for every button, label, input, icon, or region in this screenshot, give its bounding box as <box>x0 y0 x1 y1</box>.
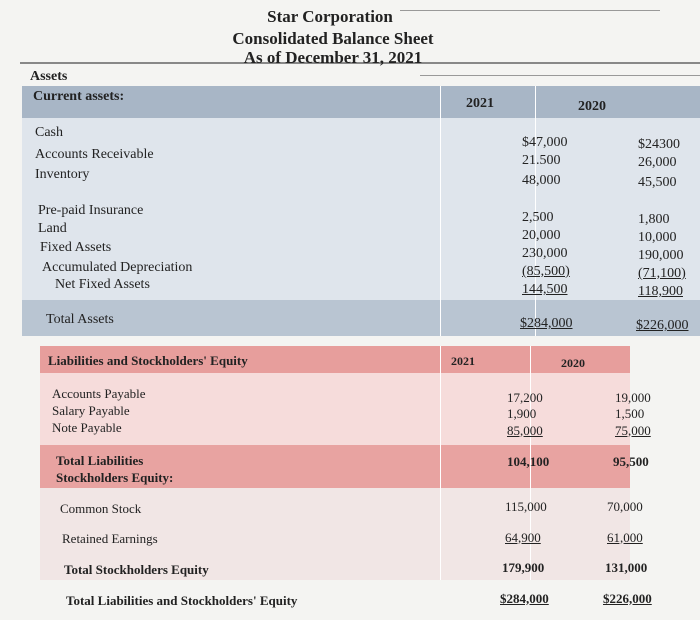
row-label: Retained Earnings <box>62 530 158 546</box>
total-assets-row <box>22 300 700 336</box>
equity-body <box>40 488 630 580</box>
value-2021: 20,000 <box>522 228 561 243</box>
total-liabilities-row <box>40 445 630 488</box>
row-label: Inventory <box>35 167 90 182</box>
value-2021: 2,500 <box>522 210 554 225</box>
column-divider <box>440 346 441 580</box>
value-2020: 190,000 <box>638 248 684 263</box>
row-label: Common Stock <box>60 500 142 516</box>
subheading: Current assets: <box>33 89 125 104</box>
value-2021: (85,500) <box>522 264 570 279</box>
column-header: 2021 <box>451 354 475 368</box>
row-label: Accounts Payable <box>52 385 146 401</box>
value-2021: 17,200 <box>507 389 543 405</box>
value-2020: $24300 <box>638 137 680 152</box>
value-2021: 48,000 <box>522 173 561 188</box>
value-2020: 118,900 <box>638 284 683 299</box>
row-label: Note Payable <box>52 419 122 435</box>
row-label: Accumulated Depreciation <box>42 260 193 275</box>
value-2020: 70,000 <box>607 498 643 514</box>
total-label: Total Liabilities <box>56 452 144 468</box>
column-header: 2021 <box>466 96 494 111</box>
row-label: Fixed Assets <box>40 240 112 255</box>
assets-header-row <box>22 86 700 118</box>
total-2021: $284,000 <box>520 316 573 331</box>
column-header: 2020 <box>578 99 606 114</box>
value-2021: 85,000 <box>507 422 543 438</box>
value-2020: 10,000 <box>638 230 677 245</box>
row-label: Pre-paid Insurance <box>38 203 144 218</box>
grand-total-2020: $226,000 <box>603 590 652 606</box>
row-label: Salary Payable <box>52 402 130 418</box>
value-2020: 26,000 <box>638 155 677 170</box>
total-label: Total Assets <box>46 312 114 327</box>
value-2021: 144,500 <box>522 282 568 297</box>
value-2021: 230,000 <box>522 246 568 261</box>
value-2020: 1,800 <box>638 212 670 227</box>
row-label: Accounts Receivable <box>35 147 154 162</box>
total-2020: $226,000 <box>636 318 689 333</box>
subtitle: Consolidated Balance Sheet <box>232 28 434 48</box>
value-2021: 64,900 <box>505 529 541 545</box>
value-2020: 61,000 <box>607 529 643 545</box>
value-2021: $47,000 <box>522 135 568 150</box>
section-heading: Liabilities and Stockholders' Equity <box>48 352 248 368</box>
value-2021: 21.500 <box>522 153 561 168</box>
row-label: Net Fixed Assets <box>55 277 150 292</box>
value-2020: (71,100) <box>638 266 686 281</box>
column-header: 2020 <box>561 356 585 370</box>
row-label: Cash <box>35 125 63 140</box>
value-2020: 19,000 <box>615 389 651 405</box>
value-2020: 1,500 <box>615 405 645 421</box>
rule <box>400 10 660 11</box>
grand-total-label: Total Liabilities and Stockholders' Equi… <box>66 592 298 608</box>
total-2020: 95,500 <box>613 453 649 469</box>
rule <box>420 75 700 76</box>
total-2020: 131,000 <box>605 559 648 575</box>
assets-body <box>22 118 700 300</box>
column-divider <box>440 86 441 336</box>
rule <box>20 62 700 64</box>
date: As of December 31, 2021 <box>243 47 423 67</box>
title: Star Corporation <box>267 6 393 26</box>
column-divider <box>530 346 531 580</box>
value-2020: 75,000 <box>615 422 651 438</box>
value-2021: 1,900 <box>507 405 537 421</box>
liabilities-body <box>40 373 630 445</box>
value-2021: 115,000 <box>505 498 547 514</box>
liabilities-header-row <box>40 346 630 373</box>
row-label: Land <box>38 221 67 236</box>
total-2021: 104,100 <box>507 453 550 469</box>
section-heading: Assets <box>30 69 68 84</box>
subheading: Stockholders Equity: <box>56 469 174 485</box>
total-2021: 179,900 <box>502 559 545 575</box>
total-label: Total Stockholders Equity <box>64 561 209 577</box>
grand-total-2021: $284,000 <box>500 590 549 606</box>
column-divider <box>535 86 536 336</box>
value-2020: 45,500 <box>638 175 677 190</box>
